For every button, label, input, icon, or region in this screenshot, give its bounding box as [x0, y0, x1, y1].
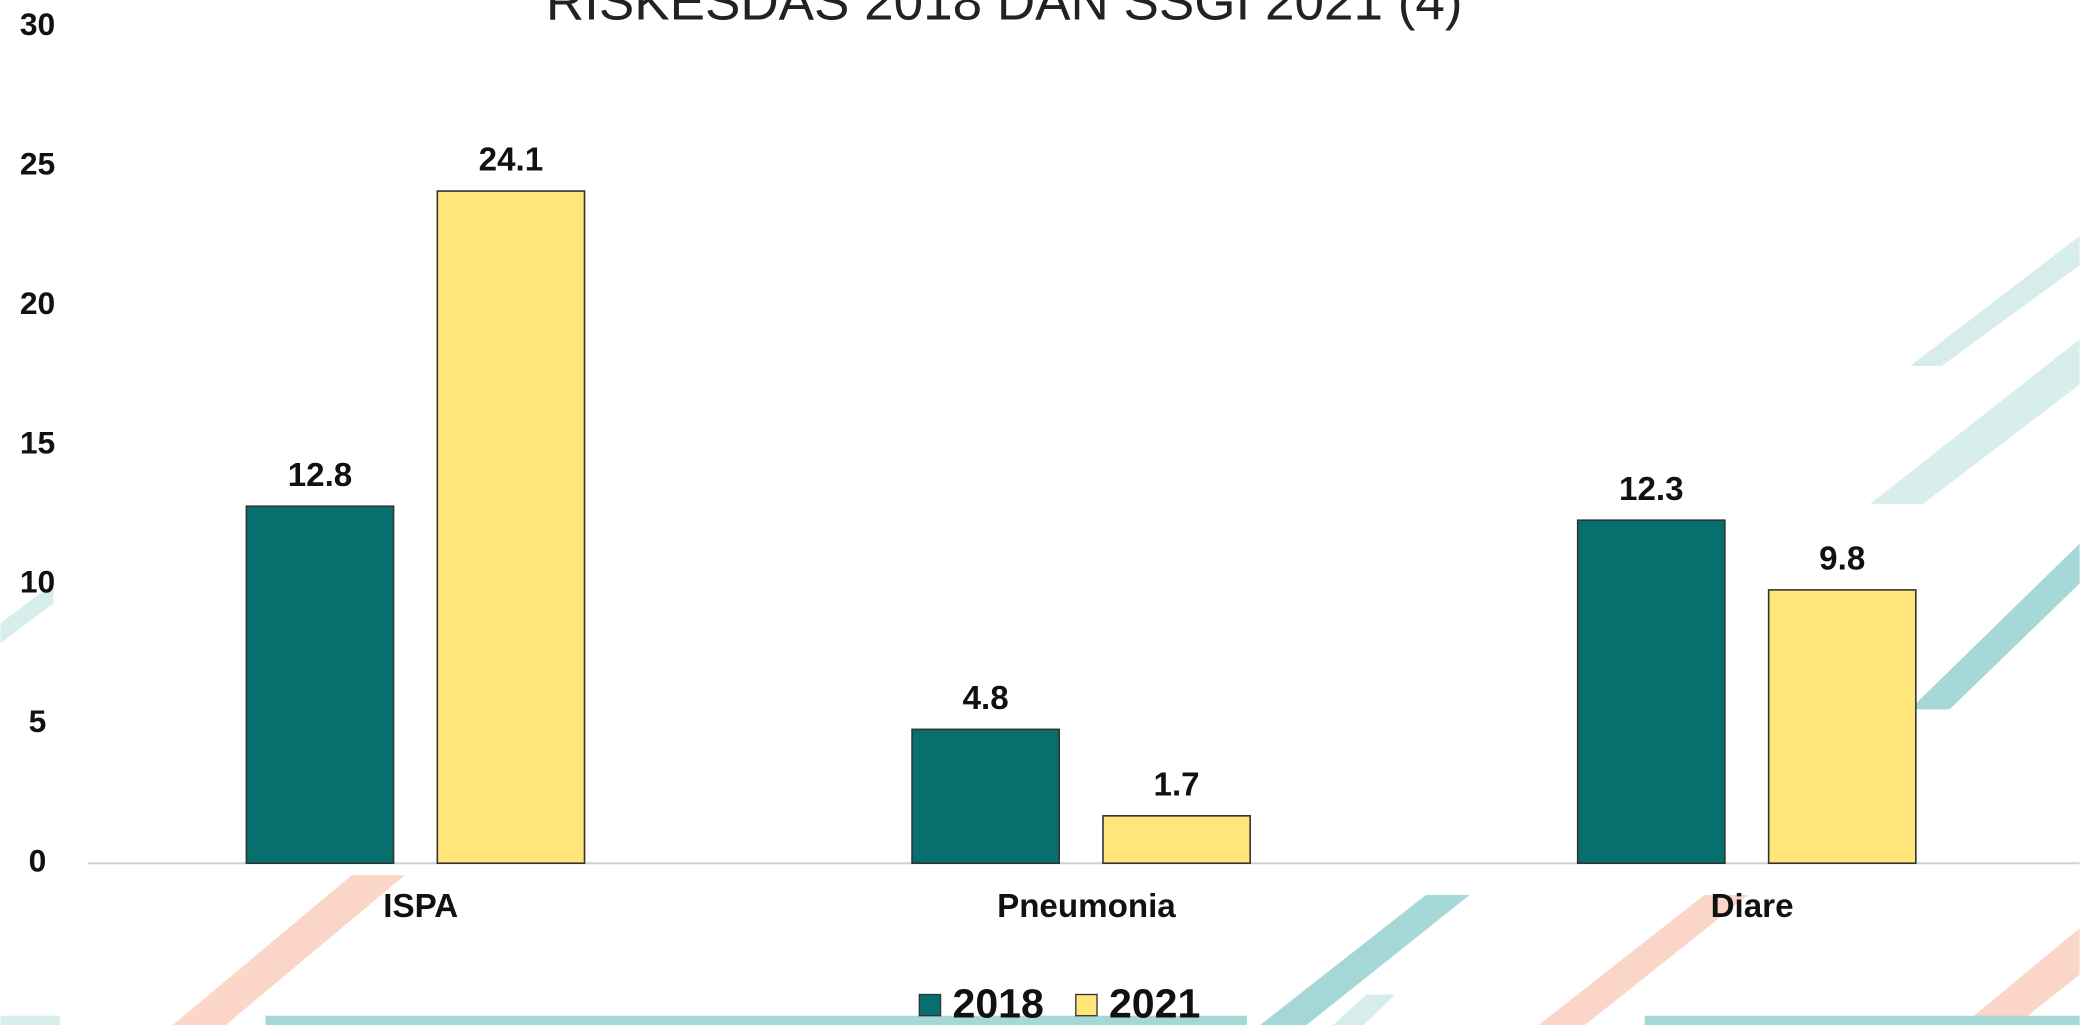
legend-label: 2021: [1109, 980, 1200, 1025]
data-label: 1.7: [1154, 766, 1200, 803]
data-label: 12.3: [1619, 471, 1684, 508]
data-label: 24.1: [479, 142, 544, 179]
legend-label: 2018: [952, 980, 1043, 1025]
y-tick-label: 0: [29, 843, 47, 879]
x-tick-label: ISPA: [383, 888, 458, 925]
x-tick-label: Pneumonia: [997, 888, 1176, 925]
legend-swatch: [1075, 993, 1098, 1017]
y-tick-label: 25: [20, 145, 55, 181]
y-tick-label: 5: [29, 703, 47, 739]
bar: [911, 728, 1061, 865]
bar: [1767, 589, 1917, 865]
bar: [245, 505, 395, 865]
data-label: 4.8: [963, 680, 1009, 717]
legend-swatch: [918, 993, 942, 1017]
y-tick-label: 30: [20, 6, 55, 42]
x-tick-label: Diare: [1711, 888, 1794, 925]
chart-title: RISKESDAS 2018 DAN SSGI 2021 (4): [546, 0, 1463, 31]
y-tick-label: 15: [20, 424, 55, 460]
bar: [1102, 815, 1251, 865]
y-tick-label: 10: [20, 564, 55, 600]
data-label: 12.8: [288, 457, 353, 494]
bar: [1576, 519, 1726, 865]
data-label: 9.8: [1819, 540, 1865, 577]
y-tick-label: 20: [20, 285, 55, 321]
bar: [436, 190, 586, 865]
